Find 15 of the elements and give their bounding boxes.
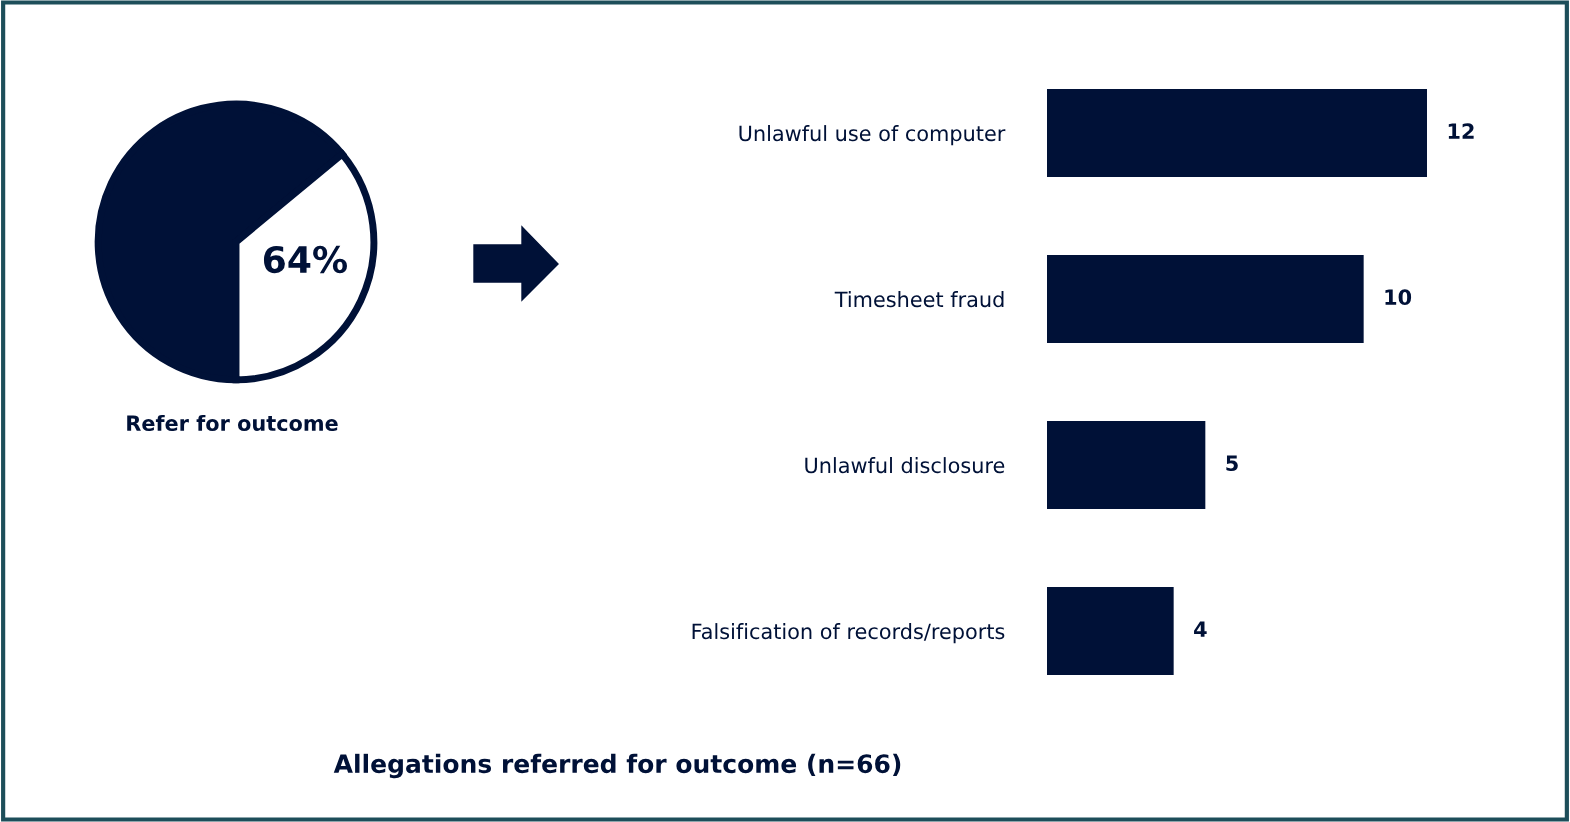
text: Allegations referred for outcome (n=66) bbox=[333, 753, 901, 779]
data-label: 4 bbox=[1194, 621, 1207, 637]
data-label: 5 bbox=[1226, 455, 1238, 472]
bar bbox=[1047, 421, 1206, 509]
bar bbox=[1047, 89, 1427, 177]
y-tick-label: Timesheet fraud bbox=[834, 291, 1004, 308]
text: 64% bbox=[263, 245, 347, 274]
y-tick-label: Unlawful use of computer bbox=[739, 125, 1006, 146]
text: Refer for outcome bbox=[127, 414, 338, 432]
data-label: 10 bbox=[1385, 289, 1412, 306]
y-tick-label: Falsification of records/reports bbox=[692, 623, 1005, 644]
bar bbox=[1047, 587, 1174, 675]
y-tick-label: Unlawful disclosure bbox=[805, 457, 1005, 474]
bar bbox=[1047, 255, 1364, 343]
data-label: 12 bbox=[1448, 123, 1474, 139]
